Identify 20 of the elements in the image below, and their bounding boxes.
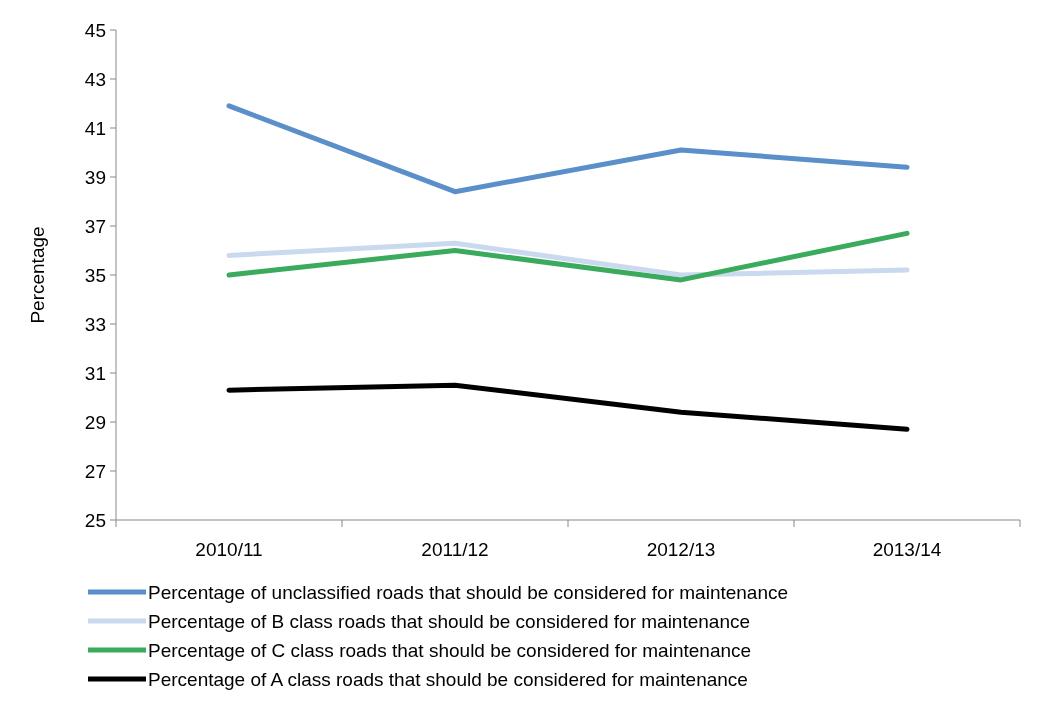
x-tick-label: 2011/12 (421, 539, 489, 560)
y-tick-label: 45 (84, 19, 106, 41)
x-tick-label: 2013/14 (872, 539, 942, 560)
y-tick-label: 25 (84, 509, 106, 531)
legend-label: Percentage of B class roads that should be considered for maintenance (148, 610, 751, 632)
y-tick-label: 43 (84, 68, 106, 90)
y-axis-title: Percentage (27, 226, 48, 324)
legend-label: Percentage of A class roads that should be considered for maintenance (148, 668, 748, 690)
y-tick-label: 37 (84, 215, 106, 237)
y-tick-label: 31 (84, 362, 106, 384)
y-tick-label: 33 (84, 313, 106, 335)
legend-label: Percentage of C class roads that should be considered for maintenance (148, 639, 752, 661)
x-tick-label: 2012/13 (646, 539, 716, 560)
y-tick-label: 39 (84, 166, 106, 188)
x-tick-label: 2010/11 (195, 539, 263, 560)
y-tick-label: 41 (84, 117, 106, 139)
y-tick-label: 35 (84, 264, 106, 286)
legend-label: Percentage of unclassified roads that should be considered for maintenance (148, 581, 789, 603)
y-tick-label: 29 (84, 411, 106, 433)
y-tick-label: 27 (84, 460, 106, 482)
